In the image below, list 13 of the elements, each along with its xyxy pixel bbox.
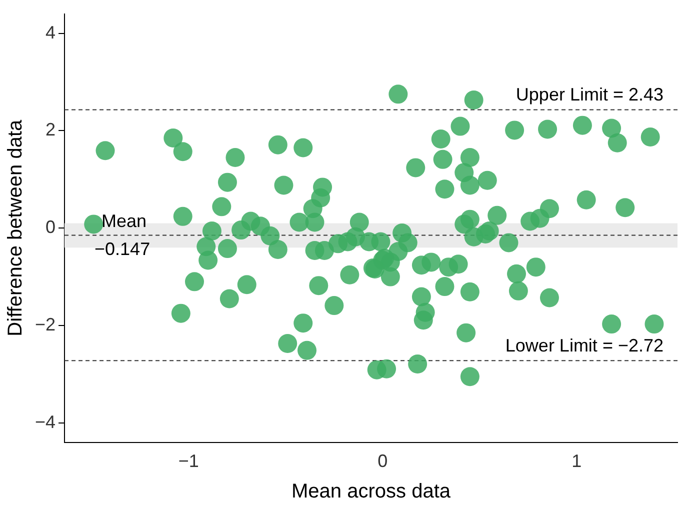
ref-line-label: Upper Limit = 2.43 [516, 84, 664, 105]
y-tick-label: −2 [34, 314, 56, 334]
ref-line-label: Lower Limit = −2.72 [505, 336, 664, 356]
y-tick-label: 0 [46, 217, 56, 238]
x-axis-title: Mean across data [292, 480, 452, 503]
ref-line-label: Mean −0.147 [94, 211, 150, 260]
y-tick-label: 2 [46, 120, 56, 140]
x-tick-label: −1 [178, 451, 199, 472]
y-tick-label: 4 [46, 22, 56, 42]
y-axis-title: Difference between data [4, 119, 27, 336]
x-tick-label: 1 [572, 451, 582, 472]
x-tick-label: 0 [378, 451, 388, 472]
y-tick-label: −4 [34, 412, 56, 432]
